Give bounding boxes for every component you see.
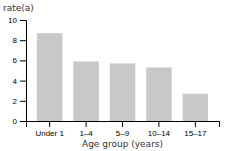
y-tick-mark [20, 121, 26, 122]
chart: Under 1 1–4 5–9 10–14 15–17 0 2 4 6 8 10 Age group … [0, 0, 227, 151]
x-axis-title: Age group (years) [82, 139, 163, 149]
x-tick: 1–4 [79, 121, 93, 138]
x-tick: 10–14 [148, 121, 171, 138]
y-tick-label: 4 [13, 77, 18, 86]
plot: Under 1 1–4 5–9 10–14 15–17 0 2 4 6 8 10 [8, 16, 219, 138]
x-tick-mark [195, 121, 196, 127]
bar [37, 33, 62, 121]
y-tick-mark [20, 101, 26, 102]
y-tick-mark [20, 60, 26, 61]
x-tick: 5–9 [116, 121, 130, 138]
y-tick: 2 [13, 97, 26, 106]
y-tick: 6 [13, 56, 26, 65]
y-axis: 0 2 4 6 8 10 [8, 16, 26, 126]
x-tick-label: 1–4 [79, 129, 93, 138]
y-tick-label: 0 [13, 117, 18, 126]
y-tick: 0 [13, 117, 26, 126]
y-tick-label: 8 [13, 36, 18, 45]
x-tick-mark [158, 121, 159, 127]
x-tick: Under 1 [35, 121, 64, 138]
x-tick-mark [122, 121, 123, 127]
y-tick-mark [20, 20, 26, 21]
y-axis-line [20, 21, 27, 122]
y-tick: 4 [13, 77, 26, 86]
x-tick-label: 5–9 [116, 129, 130, 138]
bar [73, 61, 98, 121]
y-tick-label: 10 [8, 16, 17, 25]
y-tick: 10 [8, 16, 26, 25]
x-axis: Under 1 1–4 5–9 10–14 15–17 [27, 121, 220, 138]
x-axis-line [27, 122, 220, 128]
y-axis-title: rate(a) [3, 3, 34, 13]
x-tick: 15–17 [184, 121, 207, 138]
y-tick-label: 6 [13, 56, 18, 65]
y-tick-mark [20, 40, 26, 41]
y-tick: 8 [13, 36, 26, 45]
bar [183, 94, 208, 121]
bars [37, 33, 208, 121]
x-tick-label: Under 1 [35, 129, 64, 138]
y-tick-mark [20, 81, 26, 82]
bar [110, 63, 135, 121]
bar [146, 67, 171, 121]
y-tick-label: 2 [13, 97, 18, 106]
x-tick-mark [86, 121, 87, 127]
x-tick-label: 15–17 [184, 129, 207, 138]
x-tick-label: 10–14 [148, 129, 171, 138]
x-tick-mark [49, 121, 50, 127]
